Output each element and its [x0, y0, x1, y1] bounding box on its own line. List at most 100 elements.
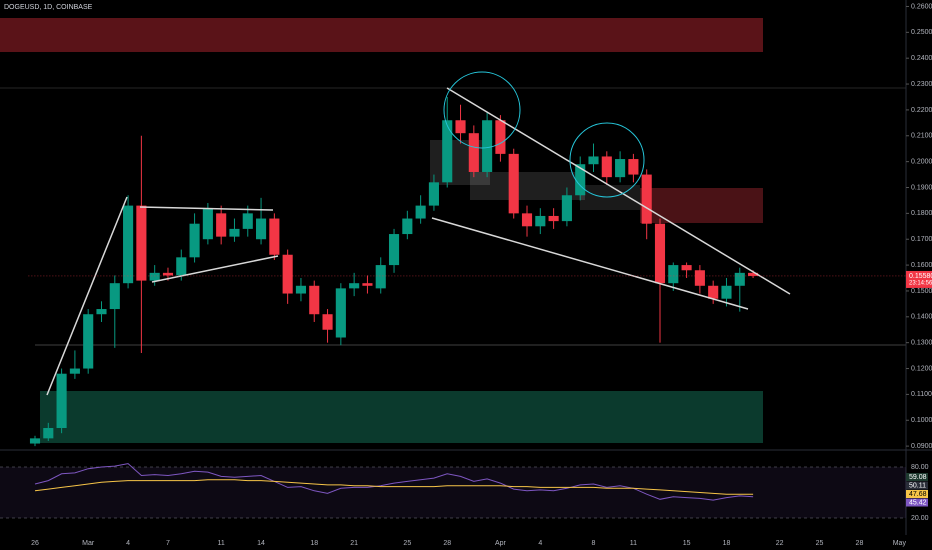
indicator-line — [34, 479, 754, 495]
candle-body — [628, 159, 639, 175]
candle-body — [176, 257, 187, 276]
candle-body — [681, 265, 692, 271]
candle-body — [588, 156, 599, 165]
chart-title: DOGEUSD, 1D, COINBASE — [4, 4, 93, 11]
x-tick-label: 18 — [310, 540, 318, 547]
highlight-circle — [443, 71, 521, 149]
candle-body — [362, 283, 373, 286]
candle-body — [694, 270, 705, 286]
candle-body — [216, 213, 227, 237]
candle-body — [415, 205, 426, 219]
candle-body — [96, 309, 107, 315]
y-tick-label: 80.00 — [911, 464, 929, 471]
plot-area — [29, 96, 759, 447]
indicator-value-box — [906, 490, 928, 498]
candle-body — [322, 314, 333, 330]
candle-body — [668, 265, 679, 284]
y-tick-label: 0.26000 — [911, 3, 932, 10]
supply-zone — [0, 18, 763, 52]
rsi-band — [0, 467, 906, 518]
candle-body — [521, 213, 533, 227]
candle-body — [734, 272, 745, 286]
candle-body — [83, 314, 94, 369]
indicator-value-label: 45.42 — [909, 499, 927, 506]
x-tick-label: May — [893, 540, 907, 547]
candle-body — [269, 218, 280, 255]
x-tick-label: 4 — [126, 540, 130, 547]
x-tick-label: Apr — [495, 540, 507, 547]
candle-body — [508, 153, 519, 214]
highlight-circle — [569, 122, 645, 198]
y-tick-label: 20.00 — [911, 515, 929, 522]
trendline — [446, 87, 791, 295]
trendline — [139, 206, 274, 211]
x-tick-label: 28 — [443, 540, 451, 547]
x-tick-label: 11 — [218, 540, 225, 547]
x-tick-label: 21 — [350, 540, 358, 547]
drawings — [0, 18, 906, 443]
candle-body — [442, 120, 453, 183]
candle-body — [615, 159, 626, 178]
trendlines — [46, 87, 791, 396]
candle-body — [535, 215, 546, 227]
x-tick-label: 8 — [592, 540, 596, 547]
candle-body — [162, 272, 174, 276]
x-tick-label: 26 — [31, 540, 39, 547]
candle-body — [575, 164, 586, 196]
x-tick-label: Mar — [82, 540, 95, 547]
supply-zone — [640, 188, 763, 223]
last-price-label: 0.15580 — [909, 273, 932, 280]
x-tick-label: 11 — [630, 540, 637, 547]
trendline — [431, 217, 749, 310]
trendline — [151, 255, 279, 283]
trendline — [46, 196, 128, 396]
candle-body — [601, 156, 612, 178]
x-tick-label: 25 — [403, 540, 411, 547]
indicator-value-label: 50.11 — [909, 482, 926, 489]
demand-zone — [40, 391, 763, 443]
x-tick-label: 14 — [257, 540, 265, 547]
candle-body — [282, 254, 293, 294]
last-price-box — [906, 270, 932, 288]
candle-body — [56, 373, 67, 429]
x-tick-label: 28 — [856, 540, 864, 547]
candle-body — [309, 285, 320, 315]
candle-body — [136, 205, 147, 281]
candle-body — [202, 208, 213, 240]
candle-body — [455, 120, 466, 134]
candle-body — [548, 215, 559, 222]
candle-body — [561, 195, 572, 222]
candle-body — [468, 133, 479, 172]
candle-body — [375, 265, 386, 289]
candle-body — [256, 218, 267, 240]
x-tick-label: 7 — [166, 540, 170, 547]
indicator-value-box — [906, 498, 928, 507]
countdown-label: 23:14:56 — [909, 281, 932, 287]
x-tick-label: 18 — [723, 540, 731, 547]
x-tick-label: 15 — [683, 540, 691, 547]
candle-body — [123, 205, 134, 284]
x-tick-label: 22 — [776, 540, 784, 547]
candle-body — [721, 285, 732, 299]
candle-body — [428, 182, 439, 206]
candle-body — [149, 272, 160, 281]
candle-body — [69, 368, 80, 374]
candle-body — [335, 288, 346, 338]
candle-body — [43, 428, 54, 439]
indicator-value-box — [906, 481, 928, 490]
candle-body — [641, 174, 652, 224]
candle-body — [388, 234, 400, 266]
